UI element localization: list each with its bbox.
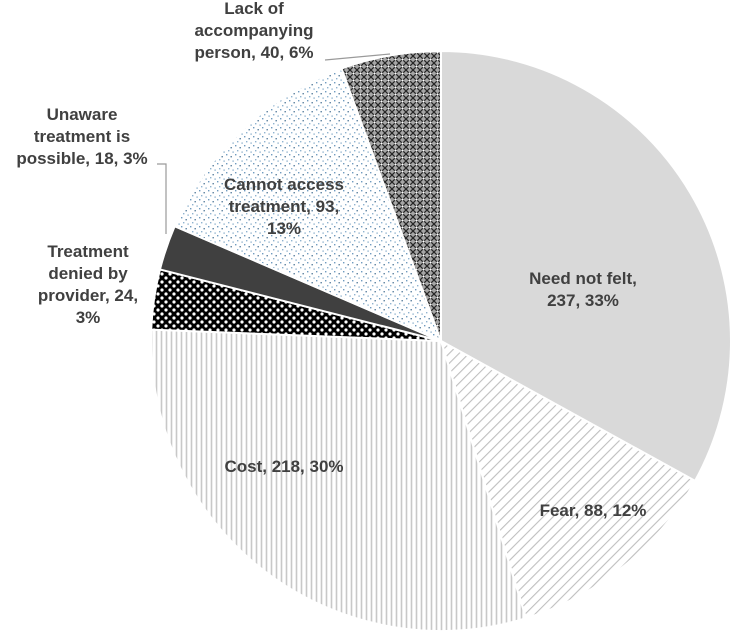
slice-label-line: Lack of xyxy=(224,0,284,18)
slice-label-line: 237, 33% xyxy=(547,291,619,310)
slice-label-line: denied by xyxy=(48,264,128,283)
slice-label-line: person, 40, 6% xyxy=(194,43,313,62)
slice-label-need-not-felt: Need not felt, 237, 33% xyxy=(529,269,637,310)
leader-line-unaware-treatment-is-possible xyxy=(157,163,167,234)
pie-slice-fear xyxy=(439,338,697,620)
slice-label-line: treatment, 93, xyxy=(229,197,340,216)
slice-labels: Need not felt, 237, 33% Fear, 88, 12% Cost,… xyxy=(16,0,646,520)
slice-label-line: Treatment xyxy=(47,242,129,261)
slice-label-line: Cost, 218, 30% xyxy=(224,457,343,476)
slice-label-line: Need not felt, xyxy=(529,269,637,288)
pie-slice-need-not-felt xyxy=(440,49,732,483)
slice-label-line: accompanying xyxy=(194,21,313,40)
pie-slice-cannot-access-treatment xyxy=(173,67,443,343)
pie-slice-lack-of-accompanying-person xyxy=(340,49,442,342)
pie-slices xyxy=(150,49,732,632)
slice-label-unaware-treatment-is-possible: Unaware treatment is possible, 18, 3% xyxy=(16,105,147,168)
slice-label-treatment-denied-by-provider: Treatment denied by provider, 24, 3% xyxy=(38,242,138,327)
slice-label-line: possible, 18, 3% xyxy=(16,149,147,168)
slice-label-line: 13% xyxy=(267,219,301,238)
pie-slice-cost xyxy=(150,328,528,632)
slice-label-fear: Fear, 88, 12% xyxy=(540,501,647,520)
slice-label-cannot-access-treatment: Cannot access treatment, 93, 13% xyxy=(224,175,344,238)
slice-label-line: Cannot access xyxy=(224,175,344,194)
slice-label-line: provider, 24, xyxy=(38,286,138,305)
slice-label-line: Unaware xyxy=(47,105,118,124)
slice-label-lack-of-accompanying-person: Lack of accompanying person, 40, 6% xyxy=(194,0,313,62)
slice-label-line: Fear, 88, 12% xyxy=(540,501,647,520)
slice-label-line: treatment is xyxy=(34,127,130,146)
slice-label-cost: Cost, 218, 30% xyxy=(224,457,343,476)
leader-lines xyxy=(157,53,391,234)
leader-line-lack-of-accompanying-person xyxy=(324,53,391,61)
slice-label-line: 3% xyxy=(76,308,101,327)
